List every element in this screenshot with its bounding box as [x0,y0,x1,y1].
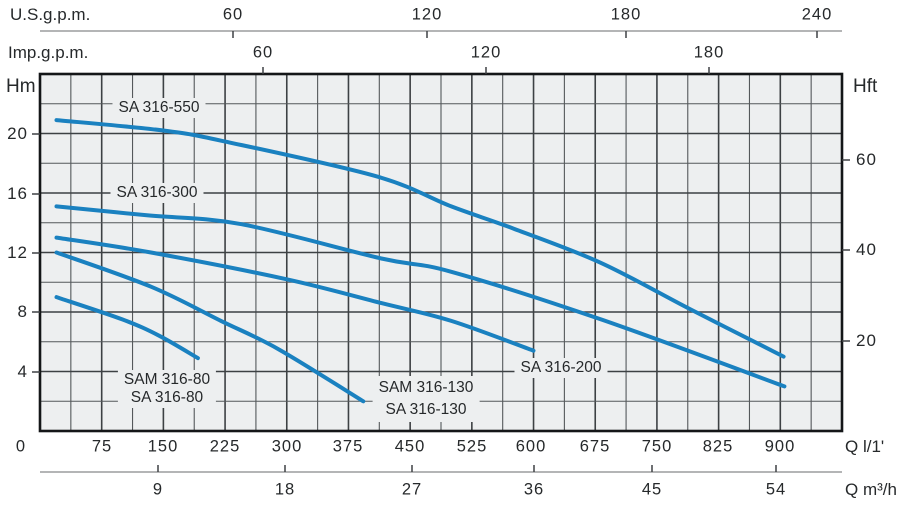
curve-sa-316-200 [54,235,536,353]
us-gpm-tick-label: 60 [222,5,244,24]
flow-lmin-tick-label: 675 [579,437,611,456]
us-gpm-tick-label: 240 [801,5,833,24]
imp-gpm-tick-label: 120 [470,43,502,62]
flow-lmin-tick-label: 750 [641,437,673,456]
us-gpm-tick-label: 120 [411,5,443,24]
flow-lmin-axis-title: Q l/1' [845,437,885,456]
flow-m3h-axis-title: Q m³/h [845,480,897,499]
flow-lmin-tick-label: 150 [147,437,179,456]
curve-label-line: SA 316-80 [130,389,204,406]
flow-m3h-tick-label: 45 [641,480,663,499]
head-ft-tick-label: 20 [856,331,877,350]
flow-lmin-tick-label: 0 [15,437,27,456]
head-m-tick-label: 8 [17,302,28,321]
flow-lmin-tick-label: 300 [271,437,303,456]
imp-gpm-axis-title: Imp.g.p.m. [8,43,89,62]
head-ft-tick-label: 40 [856,240,877,259]
curve-sa-316-300 [54,204,787,389]
flow-lmin-tick-label: 825 [702,437,734,456]
curve-label-sam-316-80-sa-316-80: SAM 316-80 SA 316-80 [117,370,217,408]
head-m-tick-label: 20 [7,124,28,143]
curve-label-sam-316-130-sa-316-130: SAM 316-130 SA 316-130 [372,376,480,422]
flow-lmin-tick-label: 900 [764,437,796,456]
curve-label-line: SA 316-300 [116,184,198,201]
flow-m3h-tick-label: 9 [152,480,164,499]
curve-sa-316-550 [54,118,786,359]
head-meters-axis-title: Hm [6,76,36,97]
head-m-tick-label: 12 [7,243,28,262]
curve-label-line: SA 316-550 [118,99,200,116]
curve-label-sa-316-200: SA 316-200 [514,358,608,378]
curve-label-sa-316-550: SA 316-550 [112,98,206,118]
flow-lmin-tick-label: 375 [332,437,364,456]
curve-label-line: SAM 316-80 [123,371,211,388]
flow-lmin-tick-label: 525 [456,437,488,456]
head-m-tick-label: 16 [7,184,28,203]
imp-gpm-tick-label: 180 [693,43,725,62]
curve-label-sa-316-300: SA 316-300 [110,183,204,203]
flow-m3h-tick-label: 54 [765,480,787,499]
flow-m3h-tick-label: 27 [401,480,423,499]
flow-lmin-tick-label: 450 [394,437,426,456]
curve-label-line: SA 316-200 [520,359,602,376]
curve-label-line: SAM 316-130 [378,379,474,396]
flow-m3h-tick-label: 18 [274,480,296,499]
us-gpm-axis-title: U.S.g.p.m. [10,5,91,24]
flow-lmin-tick-label: 600 [515,437,547,456]
curve-sam-316-80-sa-316-80 [54,295,200,361]
flow-lmin-tick-label: 75 [91,437,113,456]
curve-sam-316-130-sa-316-130 [54,250,366,404]
flow-lmin-tick-label: 225 [209,437,241,456]
curve-label-line: SA 316-130 [385,401,467,418]
flow-m3h-tick-label: 36 [523,480,545,499]
us-gpm-tick-label: 180 [610,5,642,24]
head-feet-axis-title: Hft [853,76,878,97]
head-m-tick-label: 4 [17,362,28,381]
imp-gpm-tick-label: 60 [252,43,274,62]
head-ft-tick-label: 60 [856,150,877,169]
